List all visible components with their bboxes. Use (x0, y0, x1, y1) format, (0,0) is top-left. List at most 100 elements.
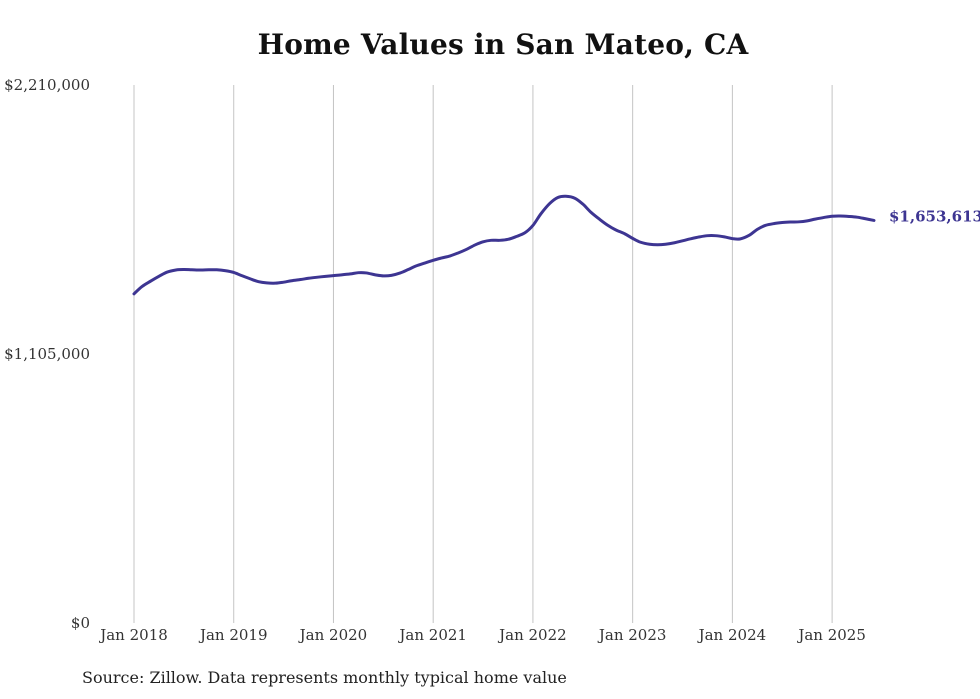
y-tick-label: $0 (71, 614, 90, 632)
data-point (673, 241, 676, 244)
x-tick-label: Jan 2024 (697, 626, 767, 644)
data-point (739, 237, 742, 240)
data-point (523, 231, 526, 234)
data-point (539, 212, 542, 215)
data-point (514, 235, 517, 238)
data-point (232, 271, 235, 274)
data-point (357, 271, 360, 274)
data-point (573, 197, 576, 200)
data-point (706, 234, 709, 237)
data-point (340, 273, 343, 276)
data-point (839, 214, 842, 217)
data-point (207, 268, 210, 271)
end-label-layer: $1,653,613 (889, 207, 980, 225)
data-point (656, 243, 659, 246)
x-axis-ticks: Jan 2018 Jan 2019 Jan 2020 Jan 2021 Jan 2022… (98, 626, 866, 644)
data-point (249, 278, 252, 281)
data-point (265, 281, 268, 284)
data-point (864, 217, 867, 220)
data-point (664, 243, 667, 246)
data-point (399, 271, 402, 274)
data-point (506, 238, 509, 241)
data-point (723, 235, 726, 238)
data-point (382, 274, 385, 277)
data-point (564, 195, 567, 198)
data-point (831, 215, 834, 218)
data-point (873, 219, 876, 222)
data-point (689, 237, 692, 240)
data-point (623, 232, 626, 235)
data-point (133, 292, 136, 295)
data-point (332, 274, 335, 277)
y-tick-label: $1,105,000 (4, 345, 90, 363)
data-point (257, 280, 260, 283)
data-point (598, 218, 601, 221)
x-tick-label: Jan 2021 (397, 626, 467, 644)
data-point (324, 275, 327, 278)
data-point (290, 279, 293, 282)
x-tick-label: Jan 2022 (497, 626, 567, 644)
x-tick-label: Jan 2019 (198, 626, 268, 644)
data-point (789, 221, 792, 224)
data-point (606, 224, 609, 227)
data-point (349, 272, 352, 275)
data-point (157, 275, 160, 278)
data-point (165, 271, 168, 274)
chart-title: Home Values in San Mateo, CA (257, 28, 749, 61)
data-point (781, 221, 784, 224)
data-point (224, 269, 227, 272)
data-point (748, 234, 751, 237)
data-point (581, 203, 584, 206)
data-point (756, 228, 759, 231)
data-point (482, 240, 485, 243)
data-point (639, 241, 642, 244)
y-tick-label: $2,210,000 (4, 76, 90, 94)
data-point (274, 282, 277, 285)
data-point (614, 228, 617, 231)
data-point (474, 243, 477, 246)
data-point (631, 237, 634, 240)
data-point (307, 277, 310, 280)
data-point (365, 271, 368, 274)
data-point (556, 196, 559, 199)
data-point (140, 285, 143, 288)
data-point (174, 269, 177, 272)
data-point (282, 281, 285, 284)
data-point (698, 235, 701, 238)
series-layer (132, 194, 876, 296)
data-point (490, 239, 493, 242)
data-point (240, 274, 243, 277)
series-line (132, 194, 876, 296)
data-point (499, 239, 502, 242)
data-point (299, 278, 302, 281)
data-point (764, 224, 767, 227)
data-point (806, 219, 809, 222)
data-point (215, 268, 218, 271)
data-point (465, 248, 468, 251)
x-tick-label: Jan 2025 (796, 626, 866, 644)
data-point (714, 234, 717, 237)
data-point (681, 239, 684, 242)
data-point (432, 259, 435, 262)
data-point (415, 264, 418, 267)
data-point (374, 273, 377, 276)
data-point (449, 254, 452, 257)
data-point (798, 220, 801, 223)
data-point (548, 202, 551, 205)
source-note: Source: Zillow. Data represents monthly … (82, 668, 567, 687)
data-point (424, 261, 427, 264)
data-point (190, 268, 193, 271)
x-tick-label: Jan 2023 (597, 626, 667, 644)
gridlines (133, 85, 833, 623)
end-value-label: $1,653,613 (889, 207, 980, 225)
data-point (315, 276, 318, 279)
data-point (823, 216, 826, 219)
data-point (531, 224, 534, 227)
x-tick-label: Jan 2018 (98, 626, 168, 644)
data-point (848, 215, 851, 218)
data-point (440, 257, 443, 260)
x-tick-label: Jan 2020 (298, 626, 368, 644)
data-point (856, 216, 859, 219)
data-point (199, 269, 202, 272)
